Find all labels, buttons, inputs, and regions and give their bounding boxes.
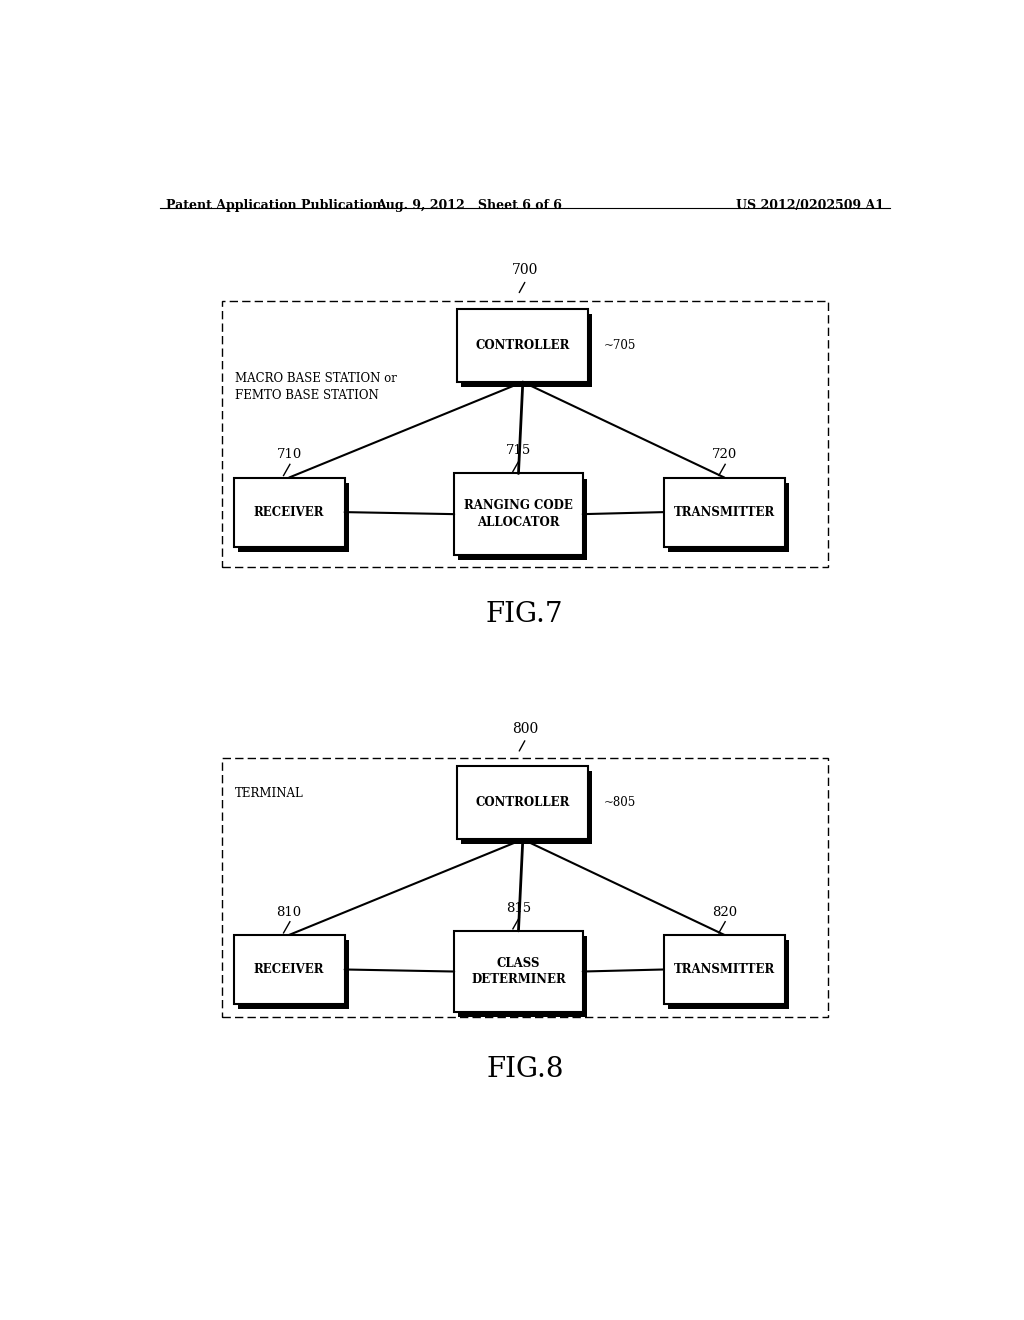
Polygon shape [461,314,592,387]
Text: CLASS
DETERMINER: CLASS DETERMINER [471,957,566,986]
Bar [455,931,583,1012]
Text: Aug. 9, 2012   Sheet 6 of 6: Aug. 9, 2012 Sheet 6 of 6 [376,199,562,213]
Polygon shape [668,940,790,1008]
Bar [455,474,583,554]
Text: US 2012/0202509 A1: US 2012/0202509 A1 [735,199,884,213]
Text: 815: 815 [506,902,531,915]
Polygon shape [458,936,587,1018]
Text: 800: 800 [512,722,538,735]
Polygon shape [458,479,587,560]
Polygon shape [461,771,592,845]
Text: 810: 810 [276,906,302,919]
Bar [664,478,785,546]
Text: 820: 820 [712,906,737,919]
Polygon shape [238,483,348,552]
Bar [458,309,588,381]
Text: TRANSMITTER: TRANSMITTER [674,964,775,975]
Text: FIG.7: FIG.7 [486,601,563,627]
Bar [233,935,345,1005]
Text: MACRO BASE STATION or
FEMTO BASE STATION: MACRO BASE STATION or FEMTO BASE STATION [236,372,397,403]
Text: RECEIVER: RECEIVER [254,506,325,519]
Text: 715: 715 [506,445,531,457]
Text: ~805: ~805 [603,796,636,809]
Text: FIG.8: FIG.8 [486,1056,563,1082]
Bar [221,301,828,568]
Bar [221,758,828,1018]
Text: 700: 700 [512,263,538,277]
Text: TRANSMITTER: TRANSMITTER [674,506,775,519]
Text: 720: 720 [712,449,737,461]
Polygon shape [668,483,790,552]
Bar [664,935,785,1005]
Bar [458,766,588,840]
Text: RANGING CODE
ALLOCATOR: RANGING CODE ALLOCATOR [464,499,572,529]
Text: Patent Application Publication: Patent Application Publication [166,199,382,213]
Text: CONTROLLER: CONTROLLER [475,796,570,809]
Polygon shape [238,940,348,1008]
Text: 710: 710 [276,449,302,461]
Text: RECEIVER: RECEIVER [254,964,325,975]
Text: TERMINAL: TERMINAL [236,787,304,800]
Text: ~705: ~705 [603,339,636,352]
Bar [233,478,345,546]
Text: CONTROLLER: CONTROLLER [475,339,570,352]
